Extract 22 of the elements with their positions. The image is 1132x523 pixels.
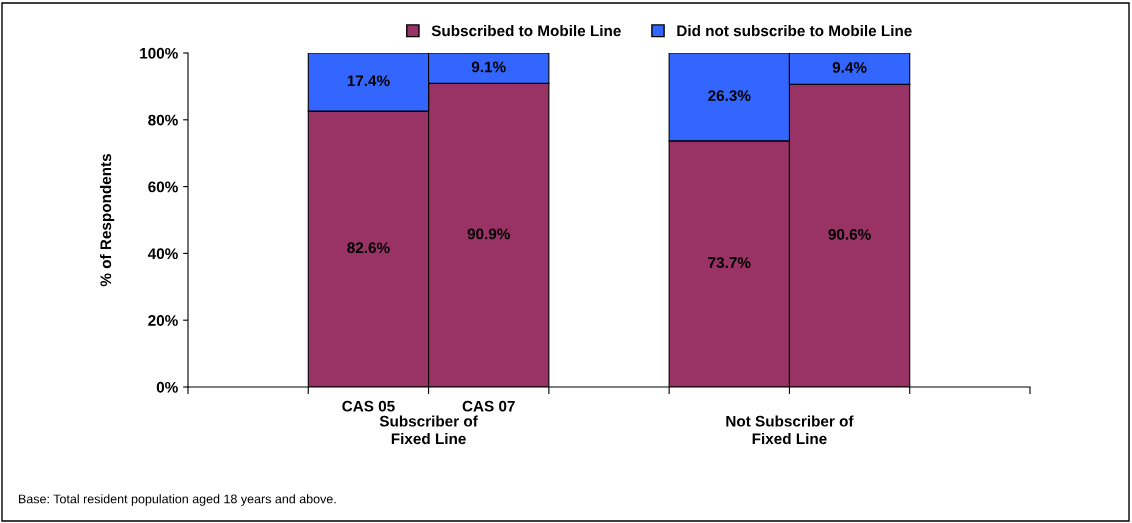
data-label: 90.6%: [828, 228, 871, 240]
data-label: 73.7%: [708, 257, 751, 269]
legend-label: Subscribed to Mobile Line: [431, 25, 621, 37]
y-tick-label: 20%: [148, 315, 178, 326]
data-label: 9.1%: [471, 61, 506, 73]
y-tick-label: 0%: [156, 381, 178, 393]
text: Subscriber of Fixed Line: [379, 415, 478, 445]
y-tick-label: 60%: [148, 181, 178, 193]
data-label: 82.6%: [347, 242, 390, 254]
text: Not Subscriber of Fixed Line: [726, 415, 854, 445]
x-tick-label: CAS 05: [342, 400, 395, 412]
data-label: 90.9%: [467, 228, 510, 240]
y-tick-label: 100%: [140, 47, 178, 59]
y-axis-title: % of Respondents: [99, 153, 115, 287]
data-label: 26.3%: [708, 90, 751, 102]
y-tick-label: 40%: [147, 248, 178, 260]
data-label: 17.4%: [347, 75, 390, 87]
legend-label: Did not subscribe to Mobile Line: [677, 25, 912, 37]
data-label: 9.4%: [832, 61, 867, 73]
y-tick-label: 80%: [148, 114, 178, 126]
x-tick-label: CAS 07: [462, 400, 515, 412]
text: Base: Total resident population aged 18 years and above.: [19, 494, 336, 506]
